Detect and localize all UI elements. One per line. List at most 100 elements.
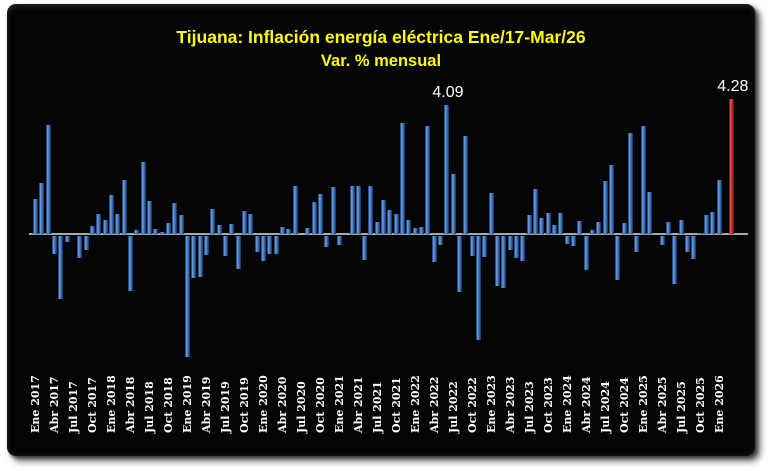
bar [691, 236, 697, 259]
x-axis-tick-label: Abr 2018 [123, 376, 137, 433]
bar [444, 105, 450, 234]
bar [697, 233, 703, 234]
x-axis-tick-label: Oct 2022 [465, 377, 479, 433]
bar [647, 191, 652, 234]
bar [121, 179, 127, 234]
x-axis-tick-label: Jul 2023 [522, 381, 536, 433]
bar-mar-2026-highlighted [729, 99, 735, 234]
bar [640, 125, 646, 234]
chart-subtitle: Var. % mensual [320, 52, 442, 70]
x-axis-tick-label: Oct 2021 [389, 377, 403, 433]
bar [703, 215, 709, 234]
bar [191, 236, 197, 279]
bar [336, 236, 342, 245]
bar [222, 236, 228, 256]
x-axis-tick-label: Jul 2021 [370, 381, 384, 433]
bar [495, 236, 501, 287]
bar [596, 221, 602, 234]
x-axis-tick-label: Jul 2022 [446, 381, 460, 433]
x-axis-tick-label: Abr 2024 [579, 376, 593, 433]
bar [108, 194, 114, 234]
bar [507, 236, 513, 251]
bar [273, 236, 279, 255]
bar [77, 236, 83, 259]
bar [216, 225, 222, 234]
bar [520, 236, 526, 261]
bar [33, 199, 38, 234]
bar [89, 225, 95, 234]
x-axis-tick-label: Jul 2024 [598, 381, 612, 433]
bar [393, 213, 399, 234]
chart-title: Tijuana: Inflación energía eléctrica Ene… [176, 27, 586, 47]
bar [526, 215, 532, 234]
bar [583, 236, 589, 271]
bar [45, 125, 51, 234]
x-axis-tick-label: Oct 2025 [693, 377, 707, 433]
x-axis-tick-label: Jul 2025 [674, 381, 688, 433]
x-axis-tick-label: Ene 2021 [332, 375, 346, 433]
bar [311, 201, 317, 234]
x-axis-tick-label: Abr 2020 [275, 376, 289, 433]
x-axis-tick-label: Abr 2025 [655, 376, 669, 433]
x-axis-tick-label: Oct 2018 [161, 377, 175, 433]
bar [146, 200, 152, 234]
bar [203, 236, 209, 256]
x-axis-tick-label: Oct 2023 [541, 377, 555, 433]
bar [412, 228, 418, 234]
bar-value-label: 4.28 [717, 78, 749, 96]
x-axis-tick-label: Abr 2021 [351, 376, 365, 433]
bar [368, 186, 374, 234]
bar [115, 213, 121, 234]
bar [476, 236, 482, 341]
bar [178, 215, 184, 234]
bar [564, 236, 570, 244]
bar [590, 229, 596, 234]
bar [716, 179, 722, 234]
bar [684, 236, 690, 253]
bar [248, 213, 254, 234]
bar [672, 236, 678, 284]
x-axis-tick-label: Jul 2018 [142, 381, 156, 433]
bar [577, 221, 583, 234]
bar [197, 236, 203, 277]
bar [419, 226, 425, 234]
bar [488, 192, 494, 234]
bar [324, 236, 330, 248]
bar [450, 173, 456, 234]
bar [621, 223, 627, 234]
bar [159, 232, 165, 234]
bar [431, 236, 437, 262]
bar [153, 229, 159, 234]
bar [172, 202, 178, 234]
x-axis-tick-label: Ene 2023 [484, 375, 498, 433]
bar [140, 162, 146, 234]
bar [102, 220, 108, 234]
bar [552, 224, 558, 234]
x-axis-tick-label: Jul 2020 [294, 381, 308, 433]
bar [482, 236, 488, 258]
bar [374, 221, 380, 234]
bar [602, 181, 608, 234]
bar [39, 182, 45, 234]
bar [381, 199, 387, 234]
chart-panel: Tijuana: Inflación energía eléctrica Ene… [7, 4, 755, 456]
bar-value-label: 4.09 [432, 84, 464, 102]
x-axis-tick-label: Oct 2017 [85, 377, 99, 433]
bar [533, 188, 539, 234]
bar [558, 212, 564, 234]
x-axis-tick-label: Ene 2022 [408, 375, 422, 433]
bar [330, 187, 336, 234]
bar [438, 236, 444, 246]
bar [678, 219, 684, 234]
bar [127, 236, 133, 292]
bar [134, 229, 140, 234]
x-axis-tick-label: Oct 2024 [617, 377, 631, 433]
bar [457, 236, 463, 293]
x-axis-tick-label: Ene 2025 [636, 375, 650, 433]
x-axis-tick-label: Ene 2019 [180, 375, 194, 433]
x-axis-tick-label: Jul 2017 [66, 381, 80, 433]
bar [463, 136, 469, 234]
bar [292, 186, 298, 234]
bar [286, 229, 292, 234]
